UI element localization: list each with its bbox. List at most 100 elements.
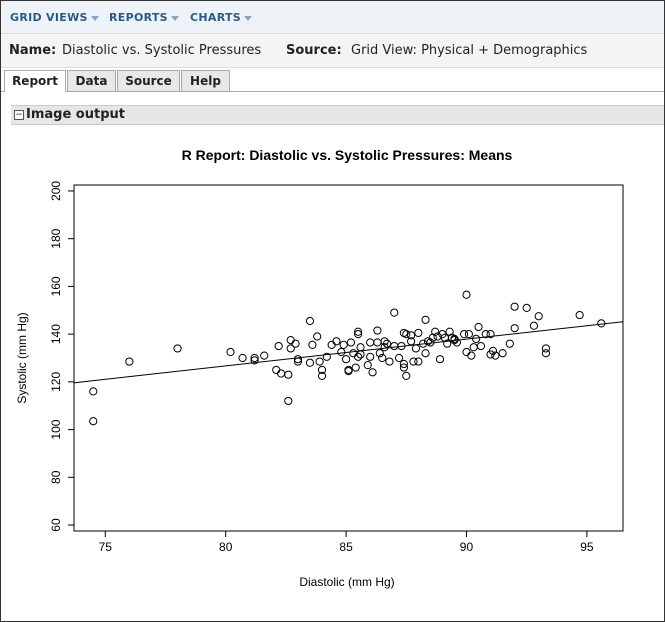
data-point (313, 332, 322, 341)
data-point (472, 334, 481, 344)
data-point (431, 327, 440, 336)
x-axis-label: Diastolic (mm Hg) (299, 575, 394, 589)
data-point (414, 357, 423, 366)
data-point (375, 349, 384, 358)
data-point (510, 324, 519, 333)
data-point (474, 322, 483, 332)
tab-source[interactable]: Source (117, 70, 180, 91)
y-tick-label: 200 (49, 181, 63, 201)
data-point (317, 371, 327, 380)
data-point (293, 355, 303, 364)
x-tick-label: 95 (580, 540, 594, 554)
data-point (272, 365, 281, 375)
data-point (399, 363, 408, 372)
data-point (238, 353, 247, 363)
data-point (308, 340, 317, 349)
data-point (409, 357, 418, 366)
data-point (541, 344, 551, 353)
data-point (354, 327, 363, 336)
data-point (467, 351, 476, 360)
plot-frame (73, 184, 624, 532)
data-point (332, 337, 341, 346)
data-point (414, 328, 423, 338)
y-tick-label: 180 (49, 228, 63, 248)
y-tick-label: 60 (49, 518, 63, 532)
data-point (274, 341, 283, 351)
image-output-header: − Image output (11, 105, 664, 125)
data-point (339, 340, 348, 349)
collapse-icon[interactable]: − (14, 110, 24, 120)
data-point (89, 387, 98, 396)
x-tick-label: 75 (99, 540, 113, 554)
data-point (327, 340, 336, 349)
report-info-bar: Name: Diastolic vs. Systolic Pressures S… (1, 34, 664, 68)
data-point (390, 341, 399, 351)
chevron-down-icon (244, 15, 252, 21)
data-point (250, 356, 259, 365)
report-source: Grid View: Physical + Demographics (351, 43, 588, 58)
data-point (368, 368, 377, 377)
trend-line (73, 321, 624, 384)
data-point (385, 357, 394, 366)
charts-menu[interactable]: CHARTS (190, 11, 252, 24)
data-point (402, 371, 411, 380)
data-point (284, 370, 293, 379)
y-tick-label: 100 (49, 419, 63, 439)
data-point (356, 343, 365, 352)
data-point (462, 347, 471, 357)
tab-bar: Report Data Source Help (1, 67, 664, 92)
data-point (373, 326, 382, 335)
data-point (481, 330, 490, 339)
data-point (488, 346, 498, 355)
data-point (305, 316, 315, 326)
data-point (522, 303, 531, 312)
data-point (443, 339, 452, 348)
report-name: Diastolic vs. Systolic Pressures (62, 43, 262, 58)
data-point (286, 336, 295, 345)
data-point (341, 355, 351, 364)
name-label: Name: (9, 43, 57, 58)
data-point (173, 344, 182, 353)
reports-label: REPORTS (109, 11, 168, 24)
reports-menu[interactable]: REPORTS (109, 11, 179, 24)
source-label: Source: (286, 43, 342, 58)
data-point (373, 338, 382, 347)
data-point (476, 341, 486, 351)
tab-data[interactable]: Data (67, 70, 116, 91)
scatter-chart: R Report: Diastolic vs. Systolic Pressur… (15, 147, 624, 589)
data-point (349, 349, 358, 358)
data-point (394, 353, 404, 363)
y-tick-label: 160 (49, 276, 63, 296)
data-point (337, 347, 346, 357)
grid-views-menu[interactable]: GRID VIEWS (10, 11, 99, 24)
data-point (305, 358, 315, 367)
data-point (322, 352, 331, 361)
data-point (402, 330, 411, 339)
data-point (351, 363, 360, 372)
y-axis: 60 80 100 120 140 160 180 200 (49, 181, 74, 532)
data-point (125, 357, 134, 366)
data-point (382, 339, 392, 348)
data-point (575, 310, 584, 320)
tab-report[interactable]: Report (4, 70, 66, 92)
data-point (462, 290, 471, 299)
charts-label: CHARTS (190, 11, 241, 24)
tab-help[interactable]: Help (181, 70, 230, 91)
data-point (366, 338, 375, 347)
data-point (459, 330, 469, 339)
data-point (421, 315, 430, 324)
data-point (291, 339, 300, 348)
data-point (317, 365, 327, 375)
data-point (491, 351, 500, 360)
data-point (260, 351, 269, 360)
data-point (390, 308, 399, 317)
y-axis-label: Systolic (mm Hg) (15, 312, 29, 403)
data-point (380, 337, 389, 346)
data-point (366, 352, 375, 361)
y-tick-label: 140 (49, 324, 63, 344)
data-point (363, 361, 372, 370)
x-axis: 75 80 85 90 95 (99, 531, 594, 554)
data-point (250, 353, 259, 363)
x-tick-label: 85 (339, 540, 353, 554)
